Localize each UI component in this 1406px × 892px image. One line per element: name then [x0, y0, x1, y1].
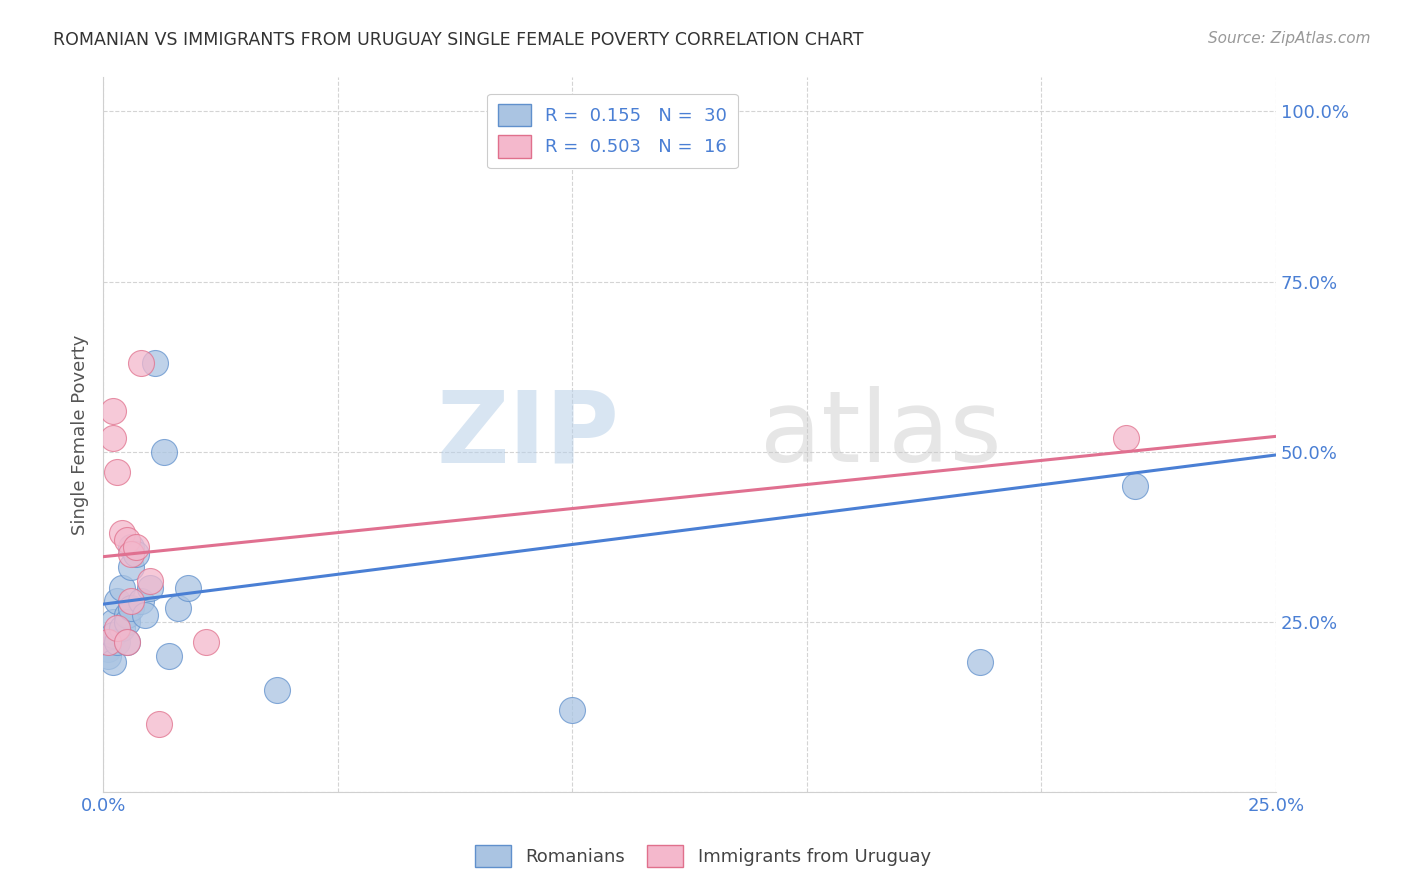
Point	[105, 465, 128, 479]
Point	[115, 615, 138, 629]
Point	[120, 601, 142, 615]
Y-axis label: Single Female Poverty: Single Female Poverty	[72, 334, 89, 535]
Point	[97, 635, 120, 649]
Point	[111, 622, 134, 636]
Point	[105, 635, 128, 649]
Point	[176, 581, 198, 595]
Point	[561, 703, 583, 717]
Point	[167, 601, 190, 615]
Text: Source: ZipAtlas.com: Source: ZipAtlas.com	[1208, 31, 1371, 46]
Point	[101, 656, 124, 670]
Point	[101, 628, 124, 642]
Legend: R =  0.155   N =  30, R =  0.503   N =  16: R = 0.155 N = 30, R = 0.503 N = 16	[488, 94, 738, 169]
Point	[1123, 478, 1146, 492]
Point	[115, 635, 138, 649]
Point	[101, 403, 124, 417]
Text: ROMANIAN VS IMMIGRANTS FROM URUGUAY SINGLE FEMALE POVERTY CORRELATION CHART: ROMANIAN VS IMMIGRANTS FROM URUGUAY SING…	[53, 31, 863, 49]
Point	[125, 547, 148, 561]
Point	[97, 648, 120, 663]
Point	[129, 594, 152, 608]
Point	[1115, 431, 1137, 445]
Point	[120, 547, 142, 561]
Point	[120, 540, 142, 554]
Point	[101, 431, 124, 445]
Point	[111, 581, 134, 595]
Point	[139, 574, 162, 588]
Point	[195, 635, 218, 649]
Point	[148, 716, 170, 731]
Point	[139, 581, 162, 595]
Text: atlas: atlas	[759, 386, 1001, 483]
Point	[157, 648, 180, 663]
Point	[153, 444, 176, 458]
Point	[129, 356, 152, 370]
Point	[97, 635, 120, 649]
Text: ZIP: ZIP	[436, 386, 619, 483]
Point	[105, 622, 128, 636]
Point	[120, 594, 142, 608]
Point	[115, 533, 138, 547]
Point	[143, 356, 166, 370]
Legend: Romanians, Immigrants from Uruguay: Romanians, Immigrants from Uruguay	[468, 838, 938, 874]
Point	[125, 540, 148, 554]
Point	[702, 121, 724, 136]
Point	[120, 560, 142, 574]
Point	[115, 635, 138, 649]
Point	[969, 656, 991, 670]
Point	[115, 607, 138, 622]
Point	[111, 526, 134, 541]
Point	[105, 594, 128, 608]
Point	[134, 607, 156, 622]
Point	[97, 641, 120, 656]
Point	[266, 682, 288, 697]
Point	[101, 615, 124, 629]
